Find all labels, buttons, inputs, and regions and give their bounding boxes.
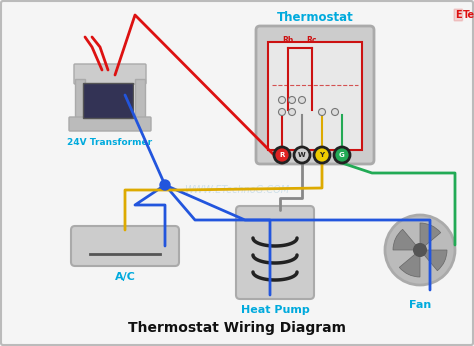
Circle shape — [414, 244, 426, 256]
Text: WWW.ETechnoG.COM: WWW.ETechnoG.COM — [184, 185, 290, 195]
FancyBboxPatch shape — [83, 83, 133, 118]
Text: Rh: Rh — [283, 36, 294, 45]
Text: Thermostat Wiring Diagram: Thermostat Wiring Diagram — [128, 321, 346, 335]
FancyBboxPatch shape — [256, 26, 374, 164]
Text: Fan: Fan — [409, 300, 431, 310]
Circle shape — [331, 109, 338, 116]
Circle shape — [160, 180, 170, 190]
Text: 24V Transformer: 24V Transformer — [67, 138, 153, 147]
Text: Thermostat: Thermostat — [277, 11, 354, 24]
Text: Heat Pump: Heat Pump — [241, 305, 310, 315]
Circle shape — [279, 97, 285, 103]
FancyBboxPatch shape — [71, 226, 179, 266]
Wedge shape — [420, 250, 447, 271]
Circle shape — [319, 109, 326, 116]
Circle shape — [314, 147, 330, 163]
Circle shape — [334, 147, 350, 163]
Circle shape — [289, 97, 295, 103]
Text: TechnoG: TechnoG — [463, 10, 474, 20]
Circle shape — [279, 109, 285, 116]
Circle shape — [274, 147, 290, 163]
Text: E: E — [455, 10, 462, 20]
Wedge shape — [420, 223, 441, 250]
Text: A/C: A/C — [115, 272, 136, 282]
Text: W: W — [298, 152, 306, 158]
FancyBboxPatch shape — [75, 79, 85, 124]
FancyBboxPatch shape — [74, 64, 146, 84]
Wedge shape — [399, 250, 420, 277]
FancyBboxPatch shape — [236, 206, 314, 299]
Circle shape — [289, 109, 295, 116]
FancyBboxPatch shape — [69, 117, 151, 131]
Text: G: G — [339, 152, 345, 158]
FancyBboxPatch shape — [135, 79, 145, 124]
Text: Rc: Rc — [307, 36, 317, 45]
Circle shape — [299, 97, 306, 103]
Wedge shape — [393, 229, 420, 250]
Text: R: R — [279, 152, 285, 158]
Circle shape — [385, 215, 455, 285]
FancyBboxPatch shape — [268, 42, 362, 150]
Circle shape — [294, 147, 310, 163]
Text: Y: Y — [319, 152, 325, 158]
